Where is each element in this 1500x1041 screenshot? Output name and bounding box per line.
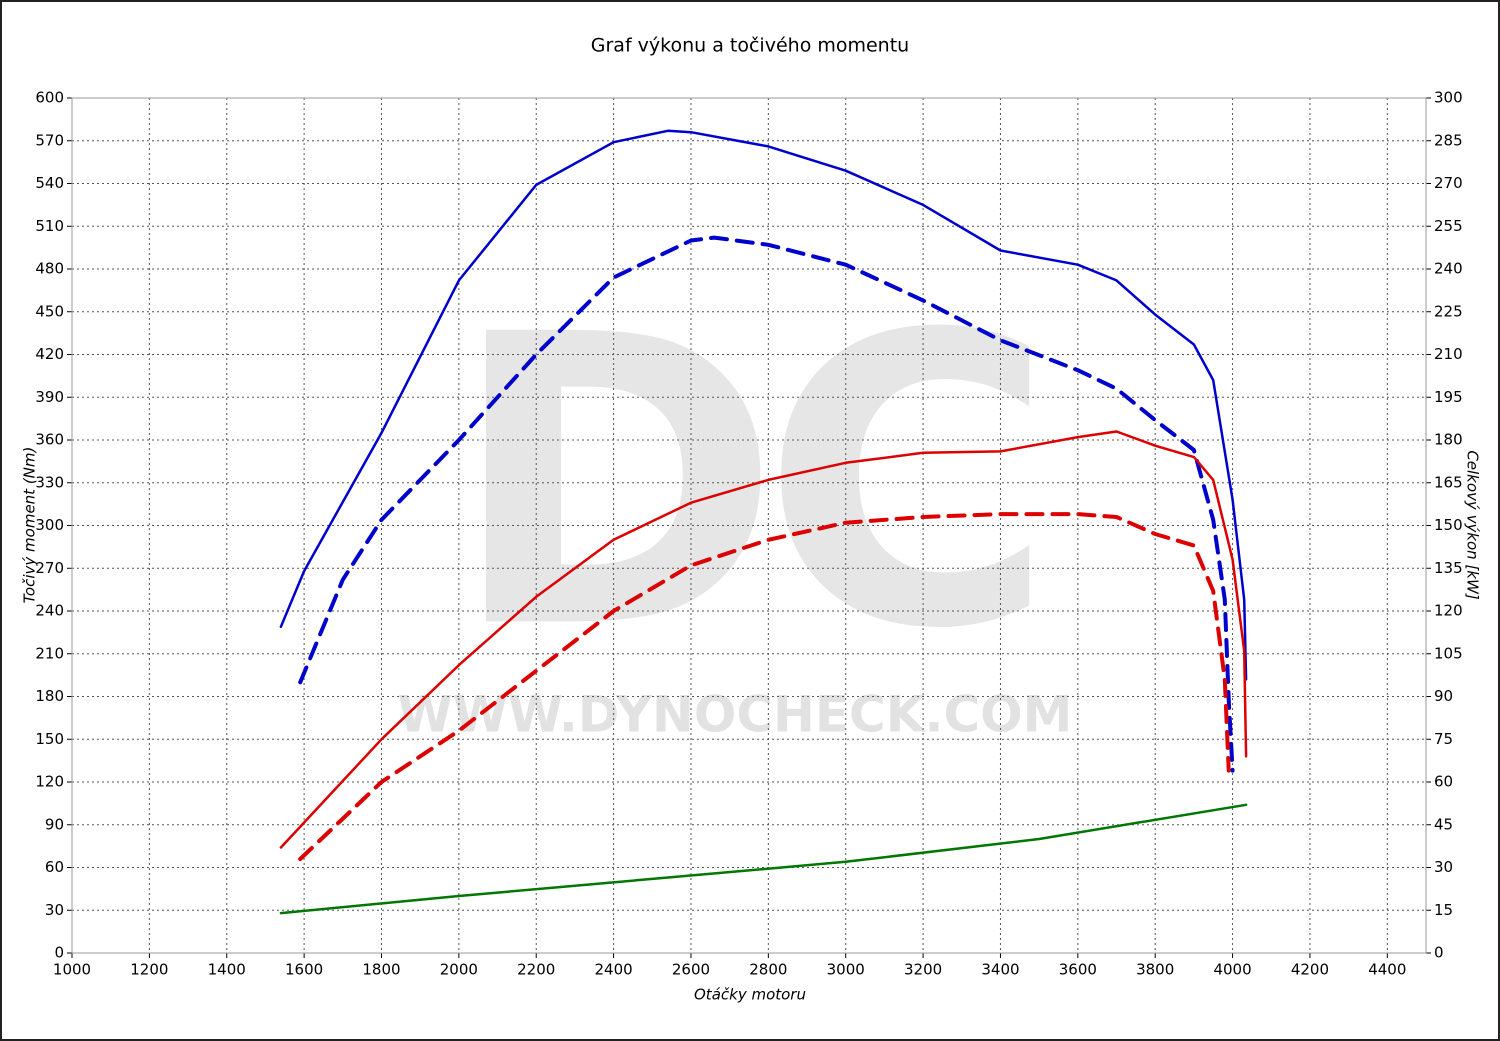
x-tick-label: 1600 <box>285 961 323 979</box>
y2-tick-label: 45 <box>1434 815 1453 833</box>
x-tick-label: 2200 <box>517 961 555 979</box>
y-tick-label: 90 <box>45 815 64 833</box>
x-tick-label: 3200 <box>904 961 942 979</box>
y2-tick-label: 270 <box>1434 174 1463 192</box>
y-tick-label: 450 <box>35 302 64 320</box>
y2-tick-label: 255 <box>1434 217 1463 235</box>
y-tick-label: 570 <box>35 131 64 149</box>
series-line <box>279 803 1248 915</box>
y-tick-label: 300 <box>35 516 64 534</box>
x-axis-label: Otáčky motoru <box>694 986 806 1004</box>
y-tick-label: 120 <box>35 773 64 791</box>
y2-tick-label: 60 <box>1434 773 1453 791</box>
y2-tick-label: 180 <box>1434 431 1463 449</box>
watermark-logo: DC <box>449 251 1035 716</box>
x-tick-label: 3000 <box>827 961 865 979</box>
x-tick-label: 3400 <box>981 961 1019 979</box>
x-tick-label: 1400 <box>208 961 246 979</box>
x-tick-label: 3600 <box>1059 961 1097 979</box>
y-tick-label: 150 <box>35 730 64 748</box>
y2-tick-label: 300 <box>1434 89 1463 107</box>
series-line <box>298 235 1235 773</box>
y2-tick-label: 285 <box>1434 131 1463 149</box>
y2-tick-label: 30 <box>1434 858 1453 876</box>
y2-axis-label: Celkový výkon [kW] <box>1464 450 1482 600</box>
y2-tick-label: 210 <box>1434 345 1463 363</box>
y2-tick-label: 195 <box>1434 388 1463 406</box>
y2-tick-label: 90 <box>1434 687 1453 705</box>
y2-tick-label: 150 <box>1434 516 1463 534</box>
y-tick-label: 480 <box>35 260 64 278</box>
y-axis-label: Točivý moment (Nm) <box>21 447 39 604</box>
plot-area <box>71 97 1427 954</box>
y-tick-label: 270 <box>35 559 64 577</box>
x-tick-label: 2800 <box>749 961 787 979</box>
y-tick-label: 420 <box>35 345 64 363</box>
y-tick-label: 30 <box>45 901 64 919</box>
y2-tick-label: 135 <box>1434 559 1463 577</box>
y2-tick-label: 105 <box>1434 644 1463 662</box>
y2-tick-label: 15 <box>1434 901 1453 919</box>
y2-tick-label: 240 <box>1434 260 1463 278</box>
y-tick-label: 360 <box>35 431 64 449</box>
series-line <box>279 430 1248 849</box>
x-tick-label: 3800 <box>1136 961 1174 979</box>
y-tick-label: 0 <box>54 944 64 962</box>
x-tick-label: 1800 <box>362 961 400 979</box>
y-tick-label: 60 <box>45 858 64 876</box>
y-tick-label: 510 <box>35 217 64 235</box>
y-tick-label: 180 <box>35 687 64 705</box>
series-line <box>279 129 1248 681</box>
y2-tick-label: 165 <box>1434 473 1463 491</box>
x-tick-label: 2600 <box>672 961 710 979</box>
x-tick-label: 4200 <box>1291 961 1329 979</box>
watermark-url: WWW.DYNOCHECK.COM <box>398 686 1073 744</box>
y-tick-label: 390 <box>35 388 64 406</box>
y-tick-label: 330 <box>35 473 64 491</box>
y-tick-label: 600 <box>35 89 64 107</box>
chart-title: Graf výkonu a točivého momentu <box>591 35 909 57</box>
x-tick-label: 2000 <box>440 961 478 979</box>
y-tick-label: 240 <box>35 602 64 620</box>
y-tick-label: 540 <box>35 174 64 192</box>
x-tick-label: 1200 <box>130 961 168 979</box>
x-tick-label: 1000 <box>53 961 91 979</box>
x-tick-label: 4400 <box>1368 961 1406 979</box>
y2-tick-label: 75 <box>1434 730 1453 748</box>
x-tick-label: 4000 <box>1213 961 1251 979</box>
y-tick-label: 210 <box>35 644 64 662</box>
y2-tick-label: 225 <box>1434 302 1463 320</box>
y2-tick-label: 120 <box>1434 602 1463 620</box>
x-tick-label: 2400 <box>595 961 633 979</box>
y2-tick-label: 0 <box>1434 944 1444 962</box>
series-line <box>298 512 1231 861</box>
